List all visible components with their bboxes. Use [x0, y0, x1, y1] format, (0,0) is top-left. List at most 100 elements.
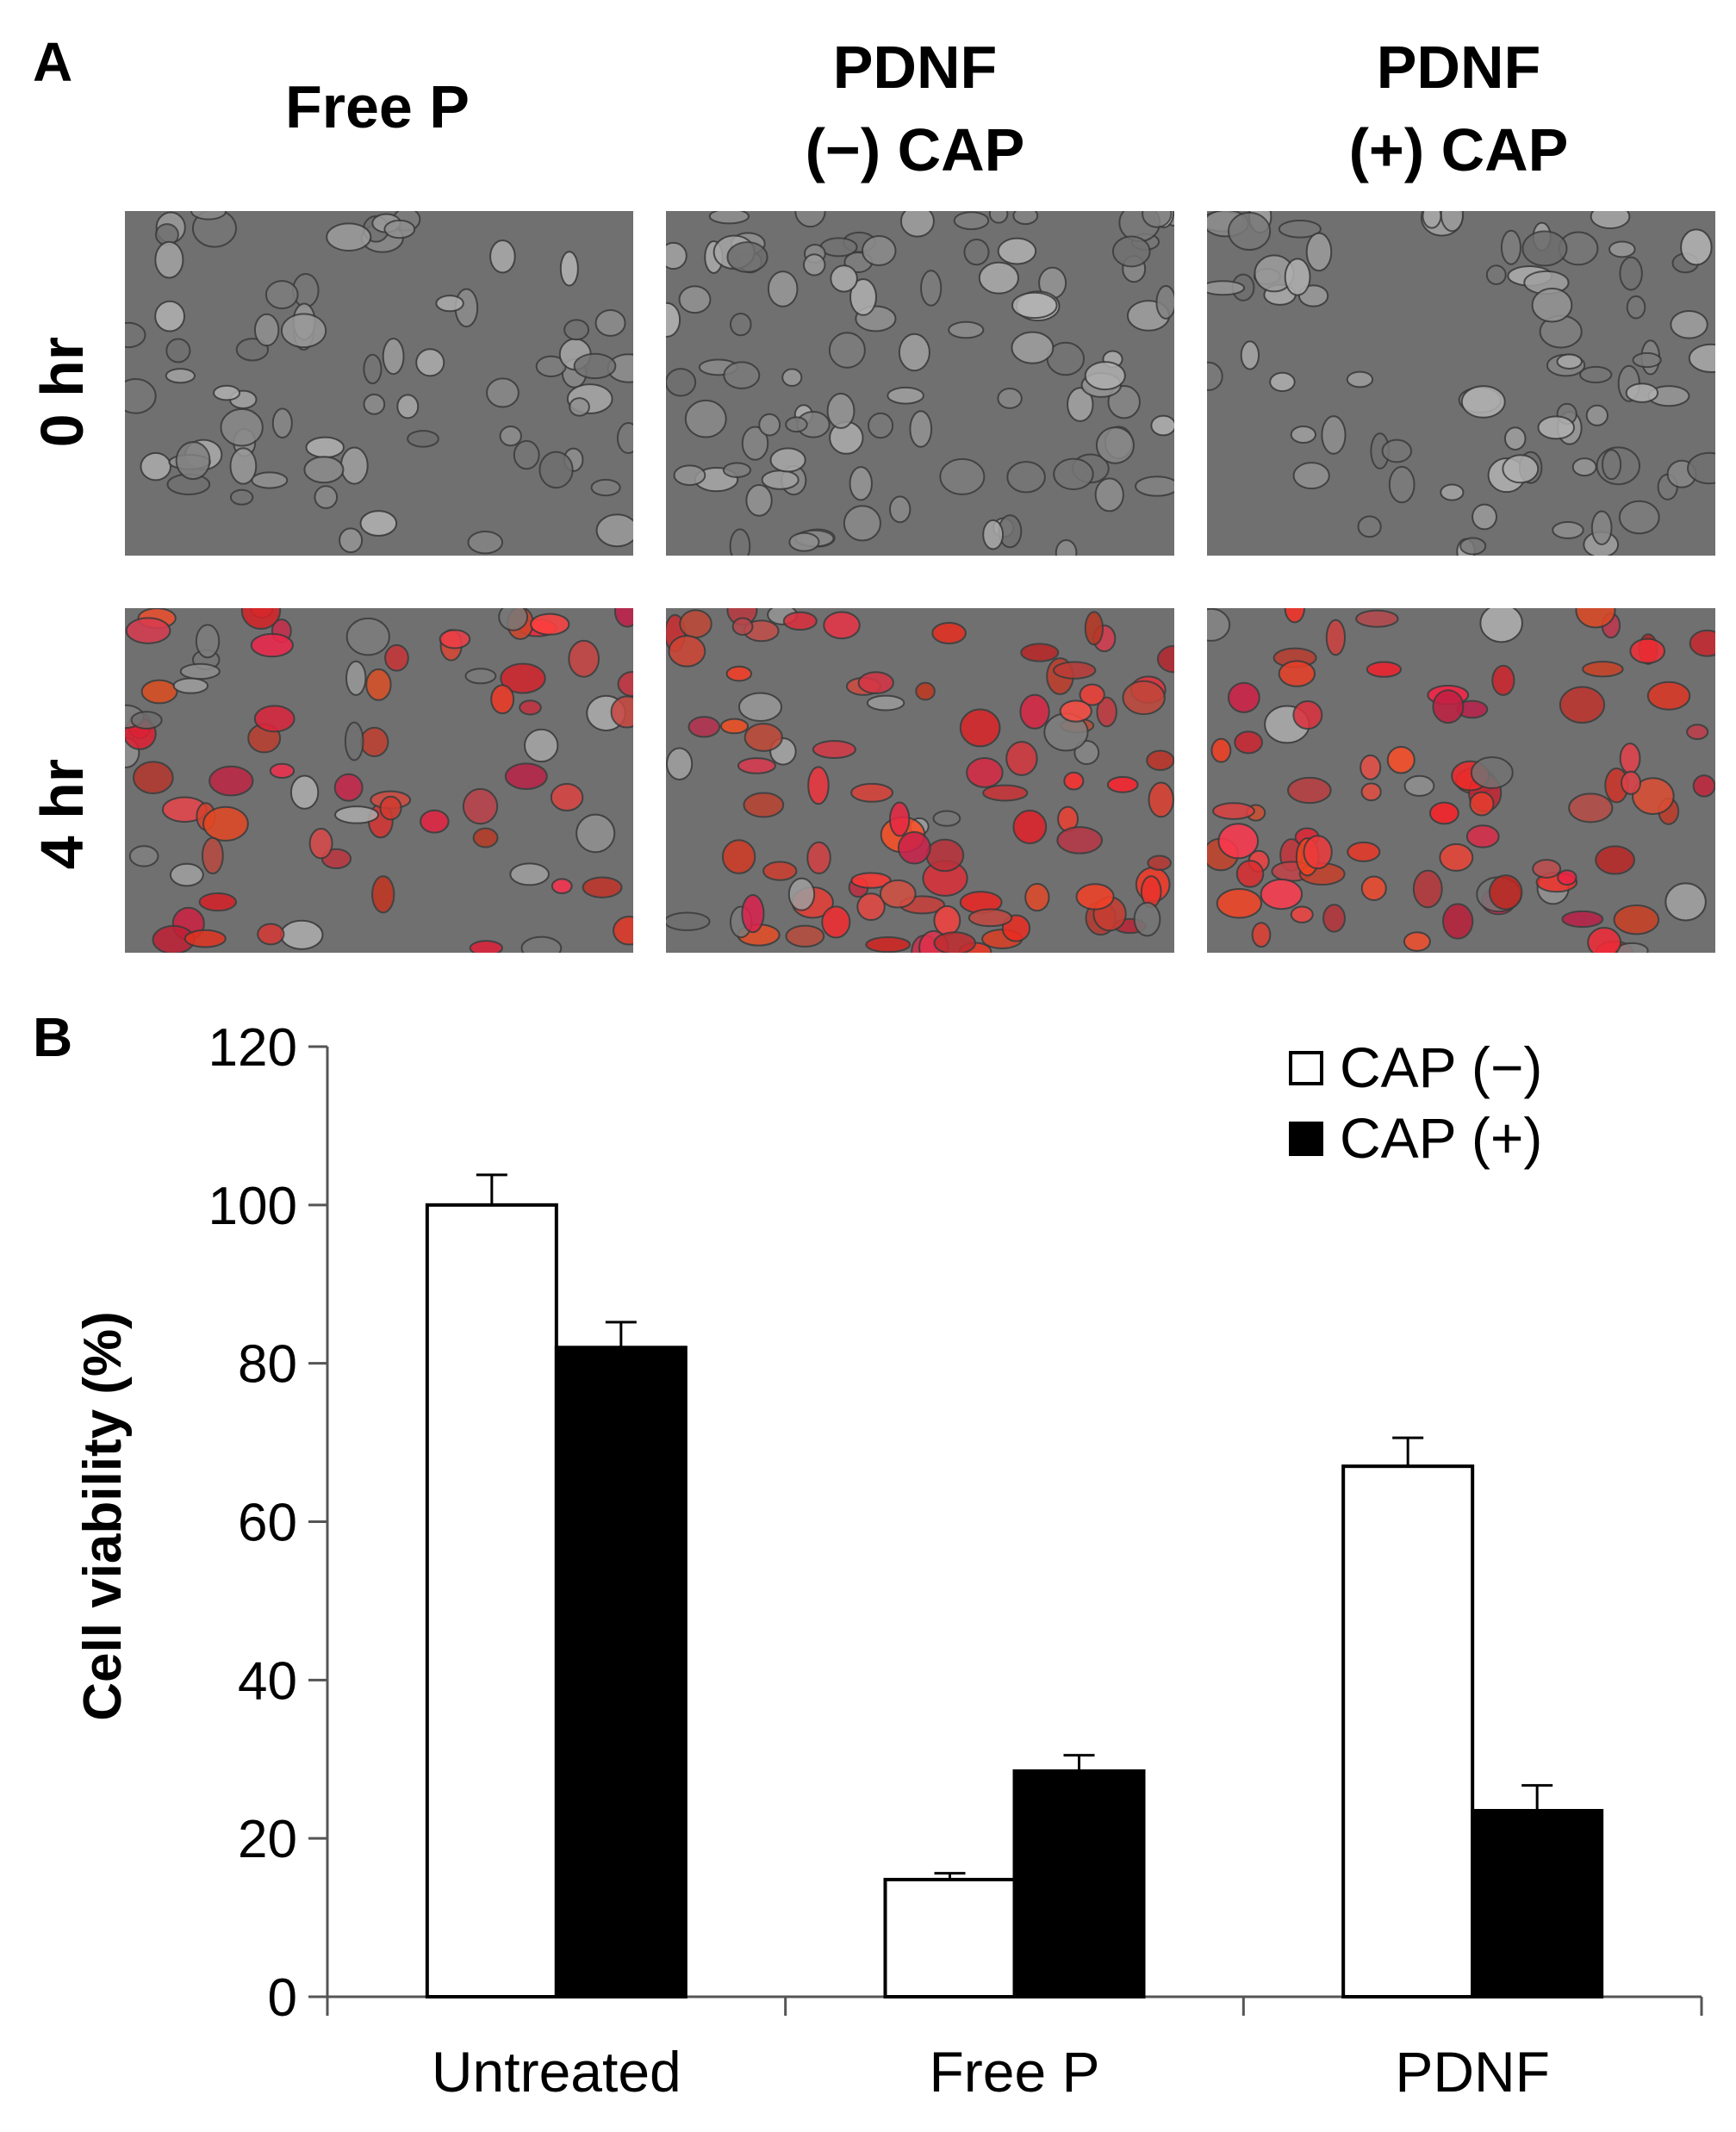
cell-shape [326, 222, 372, 252]
cell-shape [198, 892, 238, 912]
panel-a-letter: A [33, 31, 73, 93]
cell-shape [725, 665, 753, 682]
cell-shape [731, 617, 754, 636]
cell-shape [1292, 699, 1323, 730]
cell-shape [1278, 660, 1316, 687]
cell-shape [1670, 309, 1708, 339]
y-axis-label: Cell viability (%) [73, 1311, 133, 1720]
cell-shape [1632, 351, 1662, 369]
cell-shape [333, 773, 364, 802]
cell-shape [982, 519, 1005, 550]
cell-shape [898, 333, 930, 372]
cell-shape [1155, 284, 1174, 320]
cell-shape [1552, 520, 1584, 539]
cell-shape [280, 313, 327, 349]
cell-shape [932, 810, 961, 827]
cell-shape [1290, 905, 1314, 923]
cell-shape [1366, 661, 1403, 678]
cell-shape [469, 940, 504, 953]
cell-shape [1347, 841, 1381, 862]
cell-shape [264, 280, 299, 310]
cell-shape [812, 740, 856, 759]
cell-shape [573, 352, 617, 380]
cell-shape [486, 377, 520, 408]
cell-shape [396, 394, 420, 420]
cell-shape [1360, 875, 1387, 901]
cell-shape [359, 510, 398, 537]
cell-shape [861, 235, 897, 266]
cell-shape [617, 671, 633, 697]
cell-shape [467, 530, 504, 555]
cell-shape [498, 608, 529, 631]
cell-shape [1664, 882, 1707, 922]
cell-shape [982, 784, 1029, 802]
cell-shape [1692, 774, 1715, 798]
cell-shape [997, 237, 1037, 265]
cell-shape [828, 332, 866, 369]
cell-shape [1234, 730, 1263, 755]
cell-shape [1355, 609, 1399, 628]
cell-shape [1075, 883, 1115, 911]
cell-shape [1053, 457, 1094, 491]
cell-shape [1439, 842, 1474, 872]
cell-shape [1479, 608, 1523, 643]
cell-shape [867, 412, 894, 439]
micrograph-image [666, 211, 1174, 556]
cell-shape [499, 425, 522, 447]
cell-shape [345, 617, 390, 656]
cell-shape [363, 353, 383, 385]
cell-shape [997, 387, 1023, 409]
cell-shape [729, 313, 752, 337]
cell-shape [220, 407, 264, 447]
cell-shape [673, 464, 706, 487]
cell-shape [472, 827, 499, 848]
micrograph-free-p-4hr [125, 608, 633, 953]
legend-swatch [1289, 1122, 1323, 1156]
cell-shape [1601, 449, 1622, 481]
cell-shape [594, 309, 626, 337]
cell-shape [154, 300, 186, 333]
cell-shape [744, 723, 783, 752]
cell-shape [666, 747, 694, 780]
cell-shape [1107, 384, 1141, 420]
x-tick-label: PDNF [1395, 2040, 1550, 2104]
cell-shape [887, 386, 924, 405]
cell-shape [915, 681, 936, 701]
cell-shape [1227, 681, 1260, 713]
cell-shape [250, 632, 294, 658]
cell-shape [1503, 426, 1527, 451]
cell-shape [1571, 457, 1597, 477]
cell-shape [899, 211, 935, 238]
cell-shape [723, 361, 761, 389]
cell-shape [1646, 681, 1691, 711]
cell-shape [802, 253, 826, 277]
cell-shape [1207, 280, 1246, 296]
bar [883, 1877, 1017, 1998]
cell-shape [489, 239, 516, 274]
cell-shape [195, 624, 221, 659]
cell-shape [257, 923, 285, 946]
cell-shape [849, 277, 877, 316]
cell-shape [857, 671, 894, 694]
cell-shape [939, 457, 986, 495]
cell-shape [1305, 232, 1333, 272]
cell-shape [559, 251, 579, 287]
cell-shape [201, 836, 224, 875]
cell-shape [229, 488, 254, 506]
y-tick-label: 40 [238, 1651, 297, 1711]
micrograph-image [125, 608, 633, 953]
cell-shape [821, 905, 851, 939]
cell-shape [788, 531, 820, 552]
cell-shape [1059, 699, 1092, 723]
cell-shape [1357, 515, 1382, 538]
bar [425, 1203, 558, 1999]
cell-shape [1053, 661, 1097, 680]
cell-shape [787, 877, 816, 911]
cell-shape [308, 828, 333, 860]
cell-shape [582, 876, 623, 898]
cell-shape [761, 469, 800, 490]
column-header-line: PDNF [832, 34, 998, 101]
cell-shape [782, 611, 818, 631]
cell-shape [1012, 211, 1039, 226]
cell-shape [1680, 228, 1713, 266]
